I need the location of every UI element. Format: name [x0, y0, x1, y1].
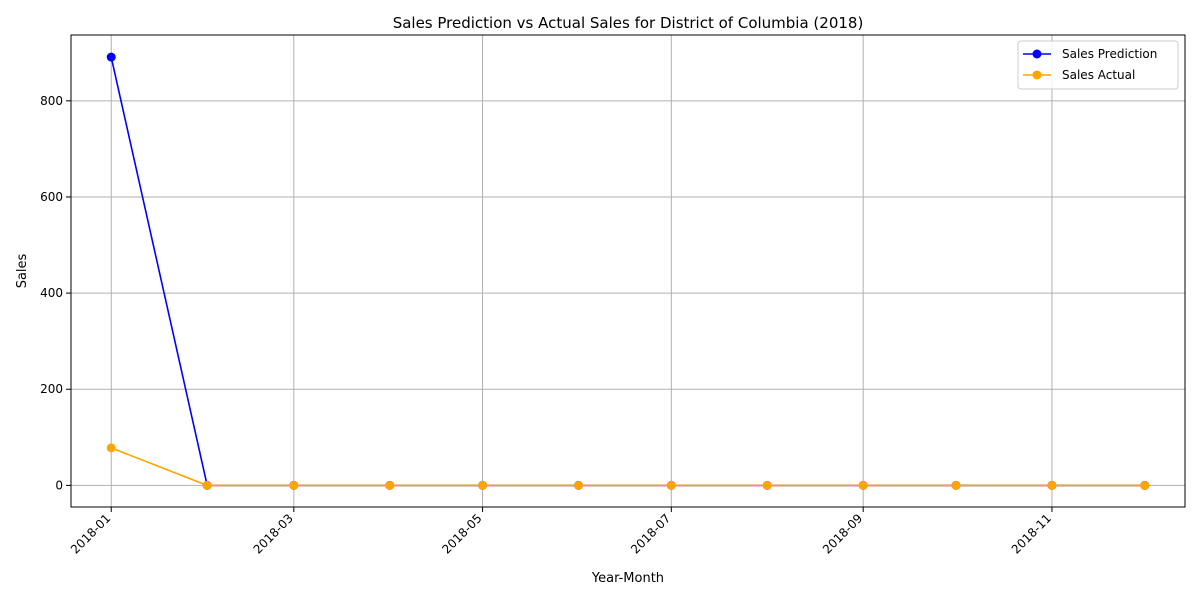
grid [71, 35, 1185, 507]
x-tick-label: 2018-05 [439, 511, 484, 556]
x-tick-label: 2018-07 [628, 511, 673, 556]
data-point [858, 480, 868, 490]
y-tick-label: 0 [55, 478, 63, 492]
series-line [110, 447, 1145, 487]
series-0 [106, 52, 1150, 490]
y-tick-label: 600 [40, 190, 63, 204]
series-line [110, 56, 1145, 487]
legend: Sales Prediction Sales Actual [1017, 40, 1179, 90]
data-point [1140, 480, 1150, 490]
legend-swatch-marker [1032, 49, 1042, 59]
data-point [573, 480, 583, 490]
x-tick-label: 2018-03 [251, 511, 296, 556]
x-axis-label: Year-Month [591, 571, 664, 586]
y-tick-label: 800 [40, 94, 63, 108]
data-point [106, 443, 116, 453]
legend-swatch-marker [1032, 70, 1042, 80]
data-point [1047, 480, 1057, 490]
legend-box [1017, 40, 1179, 90]
legend-label: Sales Actual [1062, 68, 1135, 82]
x-axis: 2018-01 2018-03 2018-05 2018-07 2018-09 2018-… [68, 507, 1054, 557]
data-point [106, 52, 116, 62]
data-point [951, 480, 961, 490]
x-tick-label: 2018-09 [820, 511, 865, 556]
series-layer [106, 52, 1150, 490]
data-point [202, 480, 212, 490]
x-tick-label: 2018-01 [68, 511, 113, 556]
x-tick-label: 2018-11 [1009, 511, 1054, 556]
data-point [666, 480, 676, 490]
data-point [478, 480, 488, 490]
data-point [289, 480, 299, 490]
y-tick-label: 400 [40, 286, 63, 300]
plot-frame [70, 34, 1186, 508]
series-1 [106, 443, 1150, 490]
data-point [385, 480, 395, 490]
chart-title: Sales Prediction vs Actual Sales for Dis… [393, 14, 864, 32]
y-tick-label: 200 [40, 382, 63, 396]
y-axis: 0 200 400 600 800 [40, 94, 71, 492]
y-axis-label: Sales [15, 253, 30, 288]
data-point [762, 480, 772, 490]
legend-label: Sales Prediction [1062, 47, 1157, 61]
